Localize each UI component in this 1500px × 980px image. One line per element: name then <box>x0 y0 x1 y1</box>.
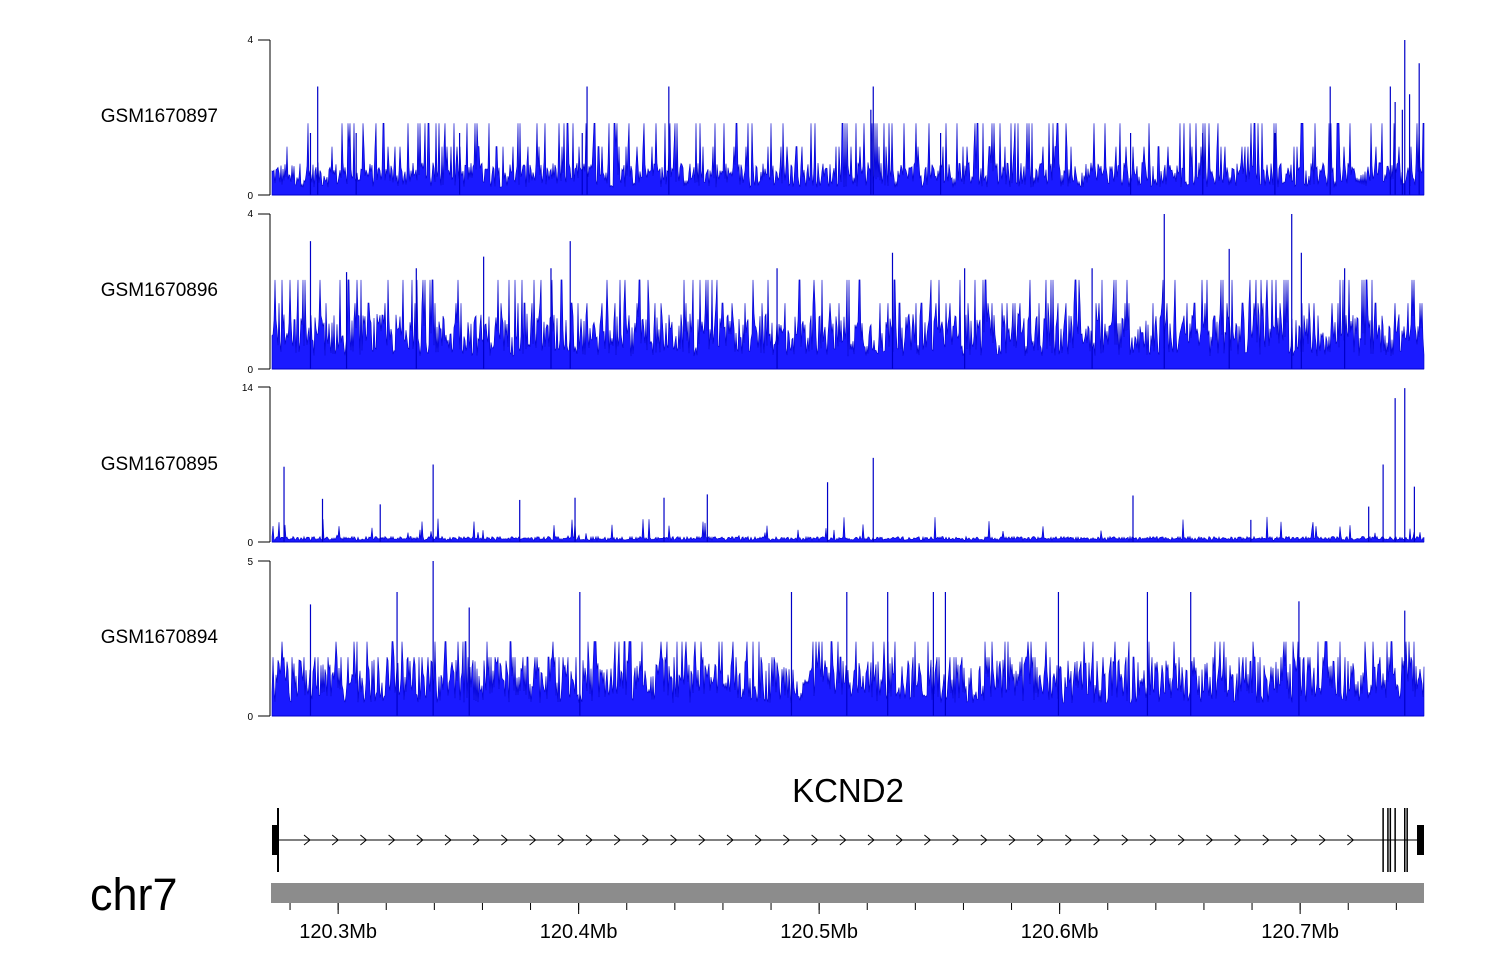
strand-arrow <box>1036 834 1044 846</box>
y-tick-max: 4 <box>247 35 253 46</box>
strand-arrow <box>642 834 650 846</box>
chromosome-ideogram <box>271 883 1424 903</box>
strand-arrow <box>924 834 932 846</box>
strand-arrow <box>388 834 396 846</box>
track-label: GSM1670894 <box>101 627 219 648</box>
strand-arrow <box>895 834 903 846</box>
gene-track: KCND2 <box>272 772 1424 872</box>
x-minor-ticks <box>289 903 1397 910</box>
y-tick-min: 0 <box>247 191 253 202</box>
track-gsm1670895: GSM1670895 14 0 <box>101 383 1425 549</box>
y-tick-min: 0 <box>247 538 253 549</box>
strand-arrow <box>1262 834 1270 846</box>
strand-arrow <box>1206 834 1214 846</box>
x-tick-label: 120.3Mb <box>299 921 377 943</box>
strand-arrow <box>472 834 480 846</box>
chromosome-label: chr7 <box>90 869 178 920</box>
y-tick-min: 0 <box>247 365 253 376</box>
x-tick-label: 120.5Mb <box>780 921 858 943</box>
track-label: GSM1670897 <box>101 106 218 127</box>
strand-arrow <box>670 834 678 846</box>
strand-arrow <box>1093 834 1101 846</box>
track-label: GSM1670896 <box>101 280 218 301</box>
signal-fill <box>271 516 1425 543</box>
signal-area <box>271 388 1425 543</box>
strand-arrow <box>613 834 621 846</box>
strand-arrow <box>867 834 875 846</box>
y-tick-min: 0 <box>247 712 253 723</box>
y-tick-max: 4 <box>247 209 253 220</box>
strand-arrow <box>839 834 847 846</box>
y-tick-max: 14 <box>242 383 254 394</box>
gene-exon <box>1417 825 1424 855</box>
strand-arrow <box>754 834 762 846</box>
strand-arrow <box>1065 834 1073 846</box>
x-tick-label: 120.7Mb <box>1261 921 1339 943</box>
strand-arrow <box>1347 834 1355 846</box>
track-gsm1670896: GSM1670896 4 0 <box>101 209 1425 376</box>
strand-arrow <box>529 834 537 846</box>
signal-fill <box>271 279 1425 370</box>
strand-arrow <box>698 834 706 846</box>
strand-arrow <box>416 834 424 846</box>
x-tick-label: 120.6Mb <box>1021 921 1099 943</box>
strand-arrow <box>1234 834 1242 846</box>
strand-arrow <box>783 834 791 846</box>
signal-area <box>271 214 1425 370</box>
strand-arrow <box>1318 834 1326 846</box>
strand-arrow <box>585 834 593 846</box>
strand-arrow <box>726 834 734 846</box>
x-major-ticks: 120.3Mb 120.4Mb 120.5Mb 120.6Mb 120.7Mb <box>299 903 1339 943</box>
strand-arrow <box>444 834 452 846</box>
strand-arrow <box>1121 834 1129 846</box>
strand-arrow <box>952 834 960 846</box>
chromosome-axis: chr7 120.3Mb 120.4Mb 120.5Mb 120.6Mb 120.7Mb <box>90 869 1424 943</box>
track-gsm1670897: GSM1670897 4 0 <box>101 35 1425 202</box>
y-tick-max: 5 <box>247 557 253 568</box>
strand-arrow <box>360 834 368 846</box>
strand-arrow <box>303 834 311 846</box>
strand-arrows <box>303 834 1355 846</box>
strand-arrow <box>1149 834 1157 846</box>
x-tick-label: 120.4Mb <box>540 921 618 943</box>
track-label: GSM1670895 <box>101 454 218 475</box>
signal-fill <box>271 641 1425 717</box>
strand-arrow <box>557 834 565 846</box>
signal-area <box>271 40 1425 196</box>
gene-name: KCND2 <box>792 772 904 809</box>
strand-arrow <box>501 834 509 846</box>
gene-exons <box>272 808 1424 872</box>
track-gsm1670894: GSM1670894 5 0 <box>101 557 1425 723</box>
strand-arrow <box>811 834 819 846</box>
signal-area <box>271 561 1425 717</box>
strand-arrow <box>1290 834 1298 846</box>
strand-arrow <box>980 834 988 846</box>
gene-exon <box>272 825 278 855</box>
signal-fill <box>271 123 1425 196</box>
strand-arrow <box>331 834 339 846</box>
strand-arrow <box>1177 834 1185 846</box>
strand-arrow <box>1008 834 1016 846</box>
